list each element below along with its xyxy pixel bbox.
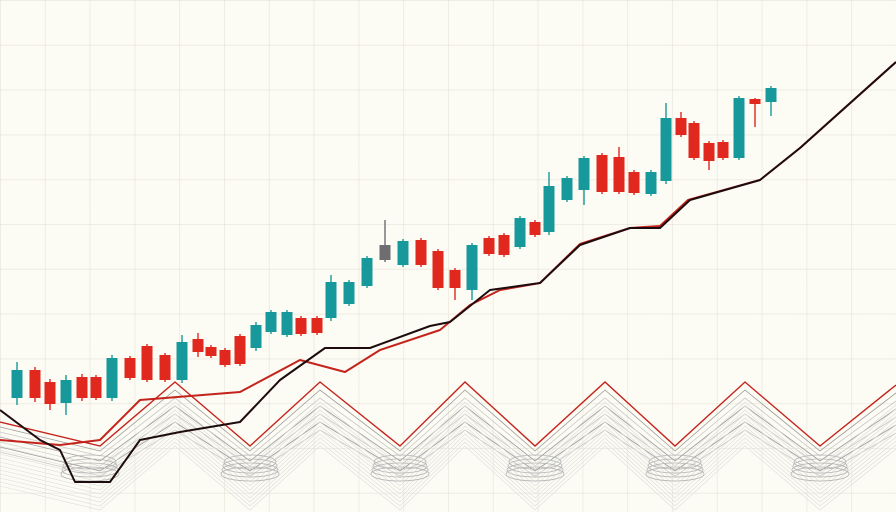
wave-hatch: [0, 433, 896, 499]
candle-body: [483, 238, 495, 254]
candle-body: [250, 325, 262, 348]
candle-body: [675, 118, 687, 135]
candle-body: [717, 142, 729, 158]
candle-body: [415, 240, 427, 265]
candle-body: [613, 157, 625, 192]
candle-body: [703, 143, 715, 161]
candle-body: [265, 312, 277, 332]
candle-body: [765, 88, 777, 102]
wave-red: [0, 381, 896, 447]
candle-body: [76, 377, 88, 398]
moving-average-line: [0, 61, 896, 483]
wave-hatch: [0, 437, 896, 503]
wave-hatch: [0, 409, 896, 475]
wave-hatch: [0, 425, 896, 491]
coil: [790, 466, 850, 482]
coil: [62, 458, 118, 474]
candle-body: [106, 358, 118, 398]
wave-decoration: [0, 381, 896, 511]
candle-body: [141, 346, 153, 380]
coil: [221, 462, 279, 478]
wave-hatch: [0, 413, 896, 479]
coil: [648, 454, 702, 470]
candle-body: [449, 270, 461, 288]
moving-average-line: [0, 61, 896, 446]
wave-hatch: [0, 441, 896, 507]
candle-body: [176, 342, 188, 380]
wave-hatch: [0, 429, 896, 495]
coil: [63, 454, 117, 470]
wave-hatch: [0, 417, 896, 483]
candle-body: [596, 155, 608, 192]
candle-body: [749, 99, 761, 104]
coil: [373, 454, 427, 470]
wave-hatch: [0, 445, 896, 511]
wave-line: [0, 389, 896, 452]
wave-hatch: [0, 421, 896, 487]
candle-body: [397, 241, 409, 265]
candle-body: [514, 218, 526, 247]
coil: [371, 462, 429, 478]
candle-body: [325, 282, 337, 318]
candle-body: [234, 336, 246, 364]
candle-body: [11, 370, 23, 398]
wave-hatch: [0, 401, 896, 467]
candle-body: [295, 318, 307, 334]
candle-body: [733, 98, 745, 158]
candle-body: [498, 235, 510, 255]
candle-body: [192, 339, 204, 352]
candle-body: [124, 358, 136, 378]
coil: [507, 458, 563, 474]
candle-body: [660, 118, 672, 181]
candle-body: [219, 350, 231, 365]
coil: [370, 466, 430, 482]
candle-body: [90, 377, 102, 398]
candle-body: [343, 282, 355, 304]
candle-body: [578, 158, 590, 190]
coil: [220, 466, 280, 482]
coil: [222, 458, 278, 474]
coil: [505, 466, 565, 482]
wave-hatch: [0, 405, 896, 471]
candle-body: [60, 380, 72, 403]
candle-body: [205, 347, 217, 356]
candle-body: [628, 172, 640, 193]
candle-body: [159, 355, 171, 380]
coil: [508, 454, 562, 470]
candle-body: [361, 258, 373, 286]
candle-body: [561, 178, 573, 200]
candle-body: [529, 222, 541, 235]
coil: [791, 462, 849, 478]
candle-body: [311, 318, 323, 333]
coil: [645, 466, 705, 482]
coil: [646, 462, 704, 478]
candle-body: [466, 245, 478, 290]
candle-body: [44, 382, 56, 404]
coil: [223, 454, 277, 470]
candle-body: [688, 123, 700, 158]
candle-body: [29, 370, 41, 398]
coil: [372, 458, 428, 474]
coil: [506, 462, 564, 478]
coil: [792, 458, 848, 474]
candle-body: [379, 245, 391, 260]
candle-body: [543, 186, 555, 232]
coil: [647, 458, 703, 474]
candle-body: [281, 312, 293, 335]
coil: [793, 454, 847, 470]
candle-body: [432, 251, 444, 288]
candle-body: [645, 172, 657, 194]
